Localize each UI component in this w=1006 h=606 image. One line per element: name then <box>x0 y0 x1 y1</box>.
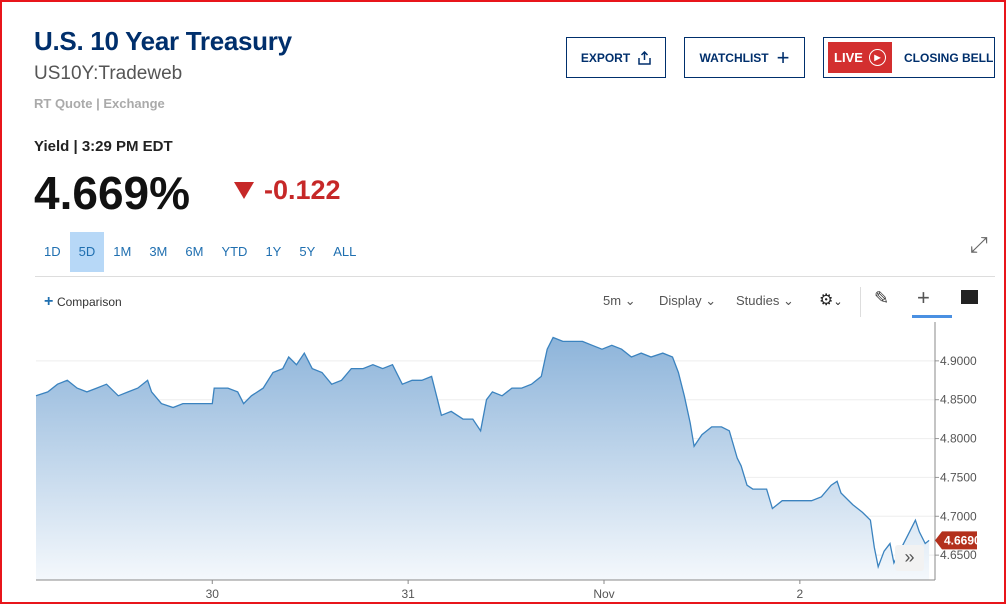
down-arrow-icon <box>234 182 254 199</box>
range-tab-all[interactable]: ALL <box>333 244 357 259</box>
crosshair-active-indicator <box>912 315 952 318</box>
scroll-to-latest-button[interactable]: » <box>895 545 924 571</box>
toolbar-divider <box>860 287 861 317</box>
range-tab-5y[interactable]: 5Y <box>299 244 316 259</box>
range-tabs: 1D 5D 1M 3M 6M YTD 1Y 5Y ALL <box>35 232 365 272</box>
chevron-down-icon: ⌄ <box>705 293 717 308</box>
chevron-down-icon: ⌄ <box>783 293 794 308</box>
last-value-badge <box>935 531 977 550</box>
y-tick-label: 4.7000 <box>940 509 977 523</box>
y-tick-label: 4.6500 <box>940 548 977 562</box>
price-line <box>35 336 930 570</box>
display-menu[interactable]: Display ⌄ <box>659 293 717 308</box>
draw-pencil-icon[interactable]: ✎ <box>874 288 890 308</box>
export-button[interactable]: EXPORT <box>566 37 666 78</box>
range-tab-1m[interactable]: 1M <box>113 244 132 259</box>
plus-icon: + <box>44 293 54 310</box>
x-tick-label: 2 <box>797 587 804 601</box>
price-area <box>36 337 930 580</box>
range-tab-ytd[interactable]: YTD <box>221 244 248 259</box>
x-tick-label: 31 <box>401 587 415 601</box>
crosshair-icon[interactable]: + <box>917 285 930 310</box>
quote-source: RT Quote | Exchange <box>34 96 165 111</box>
share-icon <box>638 50 651 65</box>
closing-bell-button[interactable]: LIVE ▶ CLOSING BELL <box>823 37 995 78</box>
x-tick-label: Nov <box>593 587 614 601</box>
watchlist-label: WATCHLIST <box>699 50 769 65</box>
symbol: US10Y:Tradeweb <box>34 63 183 84</box>
studies-menu[interactable]: Studies ⌄ <box>736 293 794 308</box>
yield-timestamp: Yield | 3:29 PM EDT <box>34 138 173 155</box>
price-change: -0.122 <box>234 175 341 206</box>
y-tick-label: 4.8500 <box>940 393 977 407</box>
range-tab-3m[interactable]: 3M <box>149 244 168 259</box>
range-tab-1y[interactable]: 1Y <box>265 244 282 259</box>
y-tick-label: 4.9000 <box>940 354 977 368</box>
range-tab-5d[interactable]: 5D <box>69 232 105 272</box>
closing-bell-label: CLOSING BELL <box>904 50 994 65</box>
gear-icon[interactable]: ⚙⌄ <box>819 292 843 309</box>
x-tick-label: 30 <box>206 587 220 601</box>
interval-select[interactable]: 5m ⌄ <box>603 293 636 308</box>
y-tick-label: 4.8000 <box>940 432 977 446</box>
plus-icon: + <box>776 44 790 70</box>
last-value-label: 4.6690 <box>944 533 981 547</box>
last-price: 4.669% <box>34 167 191 219</box>
comparison-button[interactable]: + Comparison <box>44 293 122 310</box>
page-title: U.S. 10 Year Treasury <box>34 26 292 56</box>
play-icon: ▶ <box>868 49 886 66</box>
watchlist-button[interactable]: WATCHLIST + <box>684 37 805 78</box>
live-badge: LIVE ▶ <box>828 42 892 73</box>
range-tab-1d[interactable]: 1D <box>44 244 61 259</box>
y-tick-label: 4.7500 <box>940 470 977 484</box>
range-tab-6m[interactable]: 6M <box>185 244 204 259</box>
export-label: EXPORT <box>580 50 631 65</box>
chevron-down-icon: ⌄ <box>624 293 636 308</box>
comment-icon[interactable] <box>961 290 978 304</box>
expand-icon[interactable]: ⤢ <box>970 232 988 257</box>
divider <box>35 276 995 277</box>
